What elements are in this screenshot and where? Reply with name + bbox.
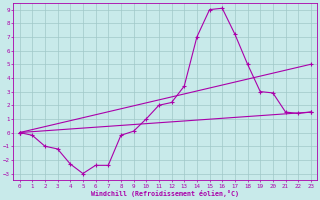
X-axis label: Windchill (Refroidissement éolien,°C): Windchill (Refroidissement éolien,°C) — [91, 190, 239, 197]
